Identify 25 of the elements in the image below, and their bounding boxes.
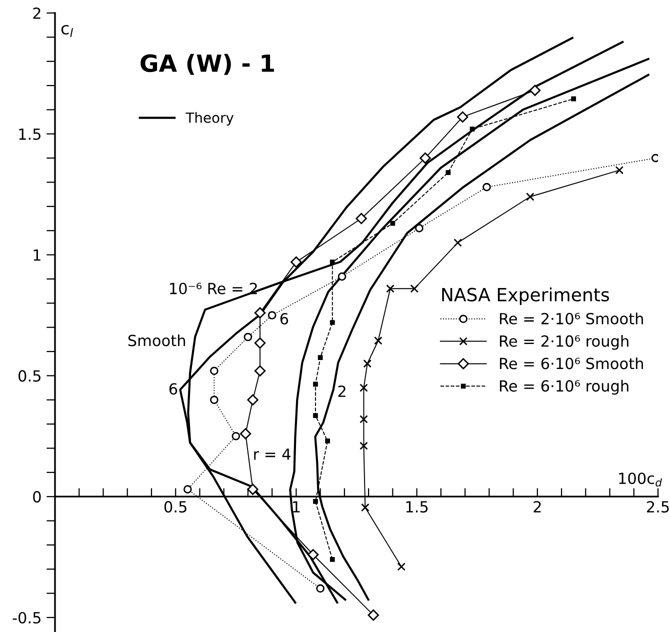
annotation: r = 4 (254, 448, 290, 460)
y-tick-label: 0 (33, 491, 41, 503)
x-tick-label: 1.5 (406, 501, 428, 513)
text: GA (W) - 1 (140, 54, 274, 75)
legend-title: NASA Experiments (442, 287, 609, 305)
y-tick-label: -0.5 (12, 612, 40, 624)
x-tick-label: 0.5 (164, 501, 186, 513)
x-tick-label: 2.5 (646, 501, 669, 513)
legend-label: Re = 2·10⁶ rough (500, 335, 628, 350)
annotation: Smooth (128, 334, 186, 346)
legend-label: Re = 6·10⁶ Smooth (500, 357, 643, 370)
y-axis-title: c$_{l}$ (61, 24, 73, 38)
y-tick-label: 1.5 (19, 128, 40, 140)
y-tick-label: 2 (33, 7, 40, 19)
x-tick-label: 2 (534, 501, 541, 512)
annotation: 6 (169, 383, 178, 395)
x-tick-label: 1 (293, 501, 300, 512)
legend-label: Re = 2·10⁶ Smooth (500, 312, 643, 324)
x-axis-title: 100c$_{d}$ (619, 472, 662, 487)
y-tick-label: 0.5 (18, 370, 40, 382)
legend-label: Re = 6·10⁶ rough (500, 380, 628, 395)
annotation: 6 (280, 312, 288, 325)
legend-label: Theory (186, 112, 234, 126)
annotation: 2 (338, 386, 346, 397)
y-tick-label: 1 (34, 249, 40, 261)
